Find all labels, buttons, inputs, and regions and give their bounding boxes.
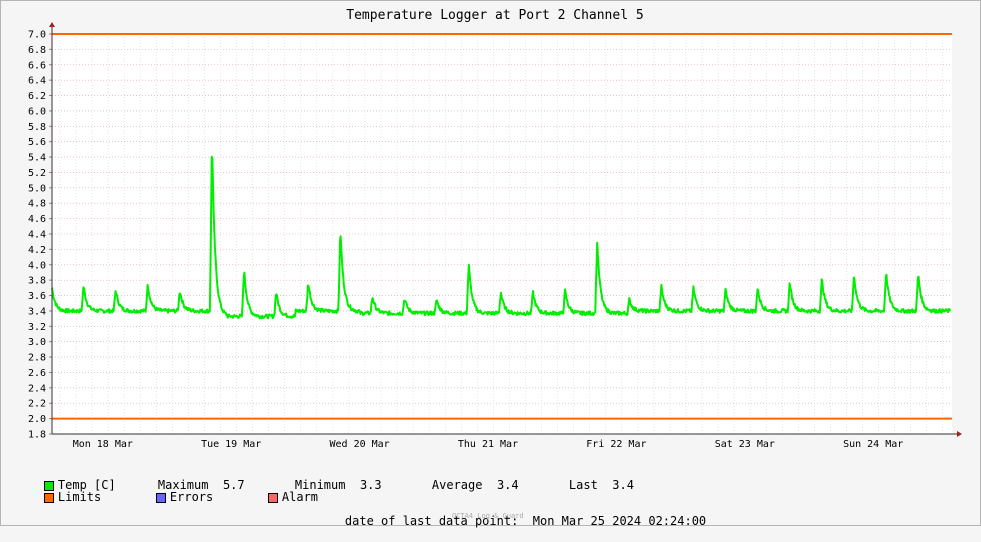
legend-maximum: Maximum 5.7 [129, 464, 245, 506]
date-label: date of last data point: [344, 514, 519, 528]
y-tick-label: 5.8 [28, 122, 46, 133]
y-tick-label: 6.2 [28, 91, 46, 102]
alarm-swatch [267, 492, 278, 503]
last-value: 3.4 [612, 478, 634, 492]
maximum-label: Maximum [157, 478, 209, 492]
y-tick-label: 1.8 [28, 430, 46, 441]
y-tick-label: 2.6 [28, 368, 46, 379]
minimum-value: 3.3 [359, 478, 382, 492]
axes [49, 22, 962, 437]
x-axis-ticks: Mon 18 Mar Tue 19 Mar Wed 20 Mar Thu 21 Mar… [73, 439, 904, 450]
errors-label: Errors [169, 490, 214, 504]
y-tick-label: 4.8 [28, 199, 46, 210]
y-tick-label: 5.0 [28, 183, 46, 194]
x-tick-label: Tue 19 Mar [201, 439, 261, 450]
minimum-label: Minimum [294, 478, 346, 492]
y-tick-label: 3.4 [28, 306, 46, 317]
series-line-temp [51, 155, 951, 320]
alarm-label: Alarm [281, 490, 319, 504]
chart-frame: Temperature Logger at Port 2 Channel 5 7… [0, 0, 981, 528]
y-axis-ticks: 7.0 6.8 6.6 6.4 6.2 6.0 5.8 5.6 5.4 5.2 5.0 4.8 4.6 4… [28, 30, 52, 441]
legend-minimum: Minimum 3.3 [266, 464, 382, 506]
x-tick-label: Wed 20 Mar [329, 439, 389, 450]
average-value: 3.4 [496, 478, 519, 492]
legend-temp-label: Temp [C] [57, 478, 116, 492]
y-tick-label: 2.2 [28, 399, 46, 410]
legend-alarm: Alarm [239, 476, 318, 518]
y-tick-label: 2.4 [28, 383, 46, 394]
last-label: Last [568, 478, 598, 492]
average-label: Average [431, 478, 483, 492]
y-tick-label: 4.0 [28, 260, 46, 271]
errors-swatch [155, 492, 166, 503]
limit-lines [52, 33, 952, 420]
x-tick-label: Mon 18 Mar [73, 439, 133, 450]
temp-swatch [43, 480, 54, 491]
y-tick-label: 7.0 [28, 30, 46, 41]
chart-svg: Temperature Logger at Port 2 Channel 5 7… [28, 8, 962, 450]
date-value: Mon Mar 25 2024 02:24:00 [532, 514, 707, 528]
y-tick-label: 6.6 [28, 60, 46, 71]
y-tick-label: 4.2 [28, 245, 46, 256]
last-data-point: date of last data point: Mon Mar 25 2024… [316, 500, 706, 542]
y-axis-arrow [49, 22, 55, 27]
x-axis-arrow [957, 431, 962, 437]
y-tick-label: 4.6 [28, 214, 46, 225]
y-tick-label: 6.0 [28, 106, 46, 117]
limits-swatch [43, 492, 54, 503]
y-tick-label: 6.4 [28, 76, 46, 87]
y-tick-label: 2.8 [28, 353, 46, 364]
y-tick-label: 4.4 [28, 230, 46, 241]
grid [52, 33, 952, 435]
y-tick-label: 3.2 [28, 322, 46, 333]
chart-title: Temperature Logger at Port 2 Channel 5 [346, 8, 643, 23]
y-tick-label: 5.2 [28, 168, 46, 179]
y-tick-label: 3.0 [28, 337, 46, 348]
y-tick-label: 2.0 [28, 414, 46, 425]
x-tick-label: Sat 23 Mar [715, 439, 775, 450]
legend-average: Average 3.4 [403, 464, 519, 506]
y-tick-label: 5.4 [28, 153, 46, 164]
legend-errors: Errors [127, 476, 213, 518]
maximum-value: 5.7 [222, 478, 245, 492]
y-tick-label: 3.6 [28, 291, 46, 302]
x-tick-label: Fri 22 Mar [586, 439, 646, 450]
legend-last: Last 3.4 [540, 464, 634, 506]
y-tick-label: 5.6 [28, 137, 46, 148]
series-group [51, 155, 951, 320]
watermark: OCTA4 Log & Guard [452, 512, 524, 520]
legend-limits: Limits [15, 476, 101, 518]
y-tick-label: 3.8 [28, 276, 46, 287]
legend-temp: Temp [C] [15, 464, 116, 506]
x-tick-label: Sun 24 Mar [843, 439, 903, 450]
x-tick-label: Thu 21 Mar [458, 439, 518, 450]
limits-label: Limits [57, 490, 102, 504]
y-tick-label: 6.8 [28, 45, 46, 56]
